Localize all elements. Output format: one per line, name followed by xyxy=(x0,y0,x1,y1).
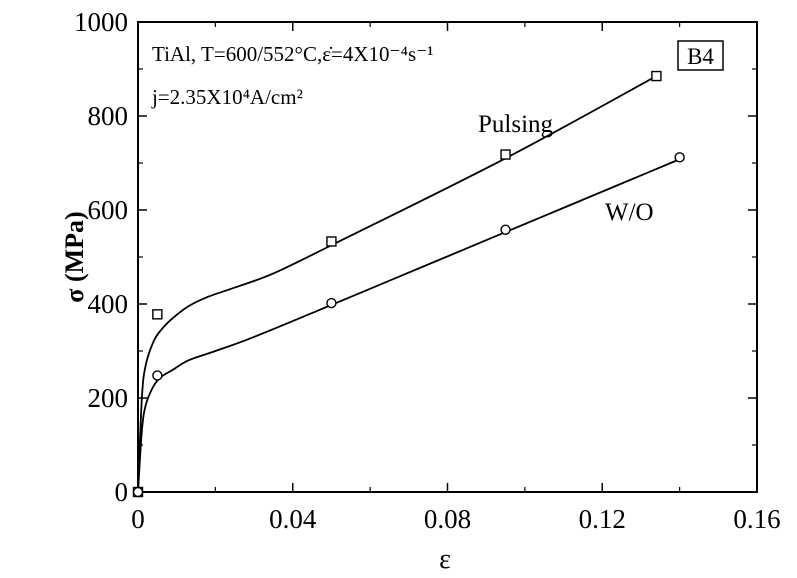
series-label-wo: W/O xyxy=(605,199,654,226)
y-tick-label: 0 xyxy=(115,477,129,507)
data-point-circle xyxy=(326,297,337,309)
data-point-circle xyxy=(132,486,144,498)
series-line-1 xyxy=(137,158,680,493)
axes: 0 0.04 0.08 0.12 0.16 0 200 400 600 800 1000 xyxy=(74,7,781,534)
x-tick-label: 0.12 xyxy=(579,504,626,534)
x-axis-title: ε xyxy=(439,544,451,575)
data-point-circle xyxy=(152,370,163,381)
series-line-0 xyxy=(137,75,657,493)
data-markers xyxy=(132,70,685,498)
x-tick-label: 0.08 xyxy=(424,504,471,534)
y-tick-label: 800 xyxy=(88,101,129,131)
y-tick-label: 400 xyxy=(88,289,129,319)
x-tick-label: 0.04 xyxy=(269,504,317,534)
annotation-line-1: TiAl, T=600/552°C,ε̇=4X10⁻⁴s⁻¹ xyxy=(152,42,434,66)
x-tick-label: 0.16 xyxy=(733,504,780,534)
series-label-pulsing: Pulsing xyxy=(478,111,554,138)
annotation-line-2: j=2.35X10⁴A/cm² xyxy=(151,85,303,109)
data-point-circle xyxy=(500,224,511,235)
badge-box xyxy=(677,40,724,71)
data-point-square xyxy=(326,236,337,247)
y-tick-label: 200 xyxy=(88,383,129,413)
y-tick-label: 1000 xyxy=(74,7,128,37)
y-tick-label: 600 xyxy=(88,195,129,225)
data-point-square xyxy=(152,309,163,320)
fit-curves xyxy=(137,75,680,493)
data-point-circle xyxy=(674,152,685,163)
data-point-square xyxy=(651,70,662,82)
y-axis-title: σ (MPa) xyxy=(60,211,89,302)
badge-label: B4 xyxy=(687,44,714,69)
data-point-square xyxy=(500,149,511,160)
x-tick-label: 0 xyxy=(131,504,145,534)
